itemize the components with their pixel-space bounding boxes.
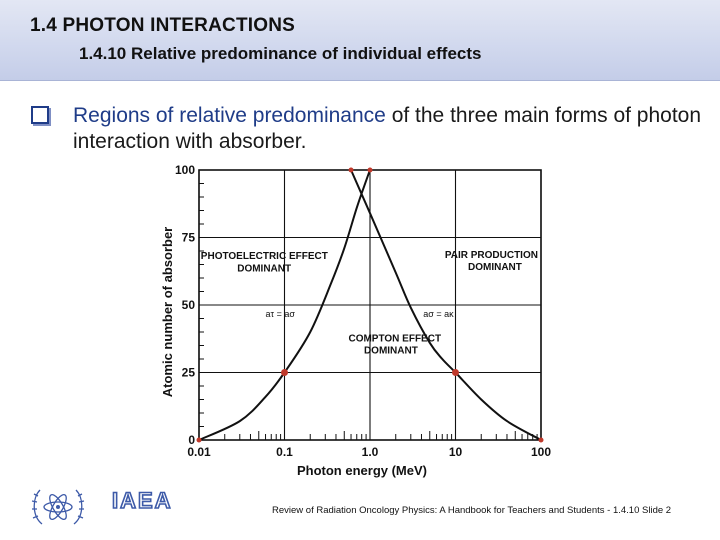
chart-annotation: DOMINANT	[364, 346, 418, 357]
chart-annotation: DOMINANT	[468, 262, 522, 273]
y-tick-label: 75	[182, 231, 196, 245]
chart-annotation: aσ = aκ	[423, 309, 454, 319]
y-axis-label: Atomic number of absorber	[160, 227, 175, 397]
x-tick-label: 1.0	[362, 445, 379, 459]
x-axis-label: Photon energy (MeV)	[297, 463, 427, 478]
slide-footer: Review of Radiation Oncology Physics: A …	[272, 505, 672, 516]
data-point	[196, 437, 202, 443]
iaea-logo: IAEA	[28, 482, 188, 530]
slide-header: 1.4 PHOTON INTERACTIONS 1.4.10 Relative …	[0, 0, 720, 81]
body-text: Regions of relative predominance of the …	[73, 103, 718, 155]
chart-annotation: COMPTON EFFECT	[348, 333, 441, 344]
chart-annotation: PHOTOELECTRIC EFFECT	[201, 251, 328, 262]
x-tick-label: 0.01	[187, 445, 211, 459]
logo-text: IAEA	[111, 487, 173, 514]
curve-compton-pair	[350, 169, 542, 441]
x-tick-label: 0.1	[276, 445, 293, 459]
x-tick-label: 10	[449, 445, 463, 459]
data-point	[281, 369, 288, 376]
data-point	[538, 437, 544, 443]
slide-title: 1.4 PHOTON INTERACTIONS	[30, 15, 296, 36]
body-highlight: Regions of relative predominance	[73, 104, 386, 127]
data-point	[452, 369, 459, 376]
iaea-emblem-icon	[31, 489, 85, 525]
x-tick-label: 100	[531, 445, 551, 459]
y-tick-label: 100	[175, 163, 195, 177]
data-point	[348, 167, 354, 173]
y-tick-label: 25	[182, 366, 196, 380]
slide-subtitle: 1.4.10 Relative predominance of individu…	[79, 44, 482, 63]
body-rest: of the three main forms of photon intera…	[73, 104, 702, 153]
data-point	[367, 167, 373, 173]
y-tick-label: 0	[188, 433, 195, 447]
checkbox-bullet-icon	[31, 106, 49, 124]
chart-annotation: aτ = aσ	[266, 309, 296, 319]
chart-annotation: PAIR PRODUCTION	[445, 250, 538, 261]
y-tick-label: 50	[182, 298, 196, 312]
chart-annotation: DOMINANT	[237, 263, 291, 274]
